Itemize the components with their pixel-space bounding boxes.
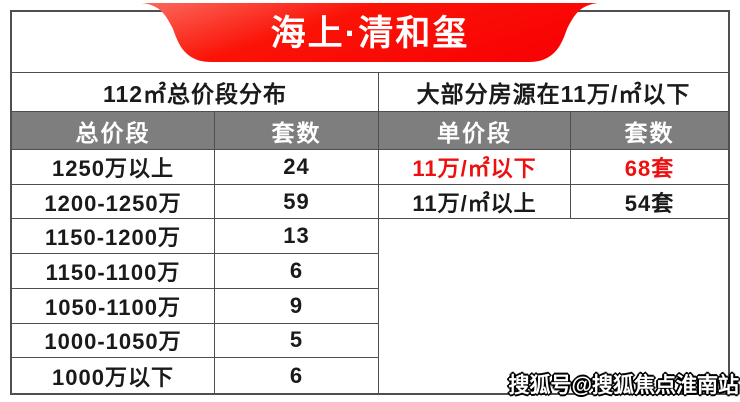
table-row-range: 11万/㎡以上 (379, 184, 571, 220)
table-row-range: 1000-1050万 (12, 323, 215, 359)
left-col-header-range: 总价段 (12, 112, 215, 150)
table-row-range: 1150-1100万 (12, 254, 215, 289)
table-row-range-highlight: 11万/㎡以下 (379, 150, 571, 185)
ribbon-banner (142, 3, 598, 62)
table-row-count: 5 (215, 323, 379, 359)
table-row-count: 6 (215, 358, 379, 393)
table-row-range: 1050-1100万 (12, 288, 215, 324)
left-table-title: 112㎡总价段分布 (12, 73, 379, 112)
table-row-count: 13 (215, 219, 379, 255)
table-row-count: 6 (215, 254, 379, 289)
right-col-header-count: 套数 (571, 112, 728, 150)
right-table-title: 大部分房源在11万/㎡以下 (379, 73, 728, 112)
watermark: 搜狐号@搜狐焦点淮南站 (508, 374, 739, 397)
table-row-count: 9 (215, 288, 379, 324)
table-row-count-highlight: 68套 (571, 150, 728, 185)
table-row-range: 1000万以下 (12, 358, 215, 393)
table-row-range: 1150-1200万 (12, 219, 215, 255)
table-row-count: 24 (215, 150, 379, 185)
project-title: 海上·清和玺 (270, 14, 470, 53)
empty-cell (379, 219, 728, 393)
price-tables: 112㎡总价段分布 大部分房源在11万/㎡以下 总价段 套数 单价段 套数 12… (10, 10, 730, 395)
table-row-count: 59 (215, 184, 379, 220)
table-row-range: 1200-1250万 (12, 184, 215, 220)
table-row-count: 54套 (571, 185, 728, 220)
left-col-header-count: 套数 (215, 112, 379, 150)
table-row-range: 1250万以上 (12, 150, 215, 185)
right-col-header-range: 单价段 (379, 112, 571, 150)
